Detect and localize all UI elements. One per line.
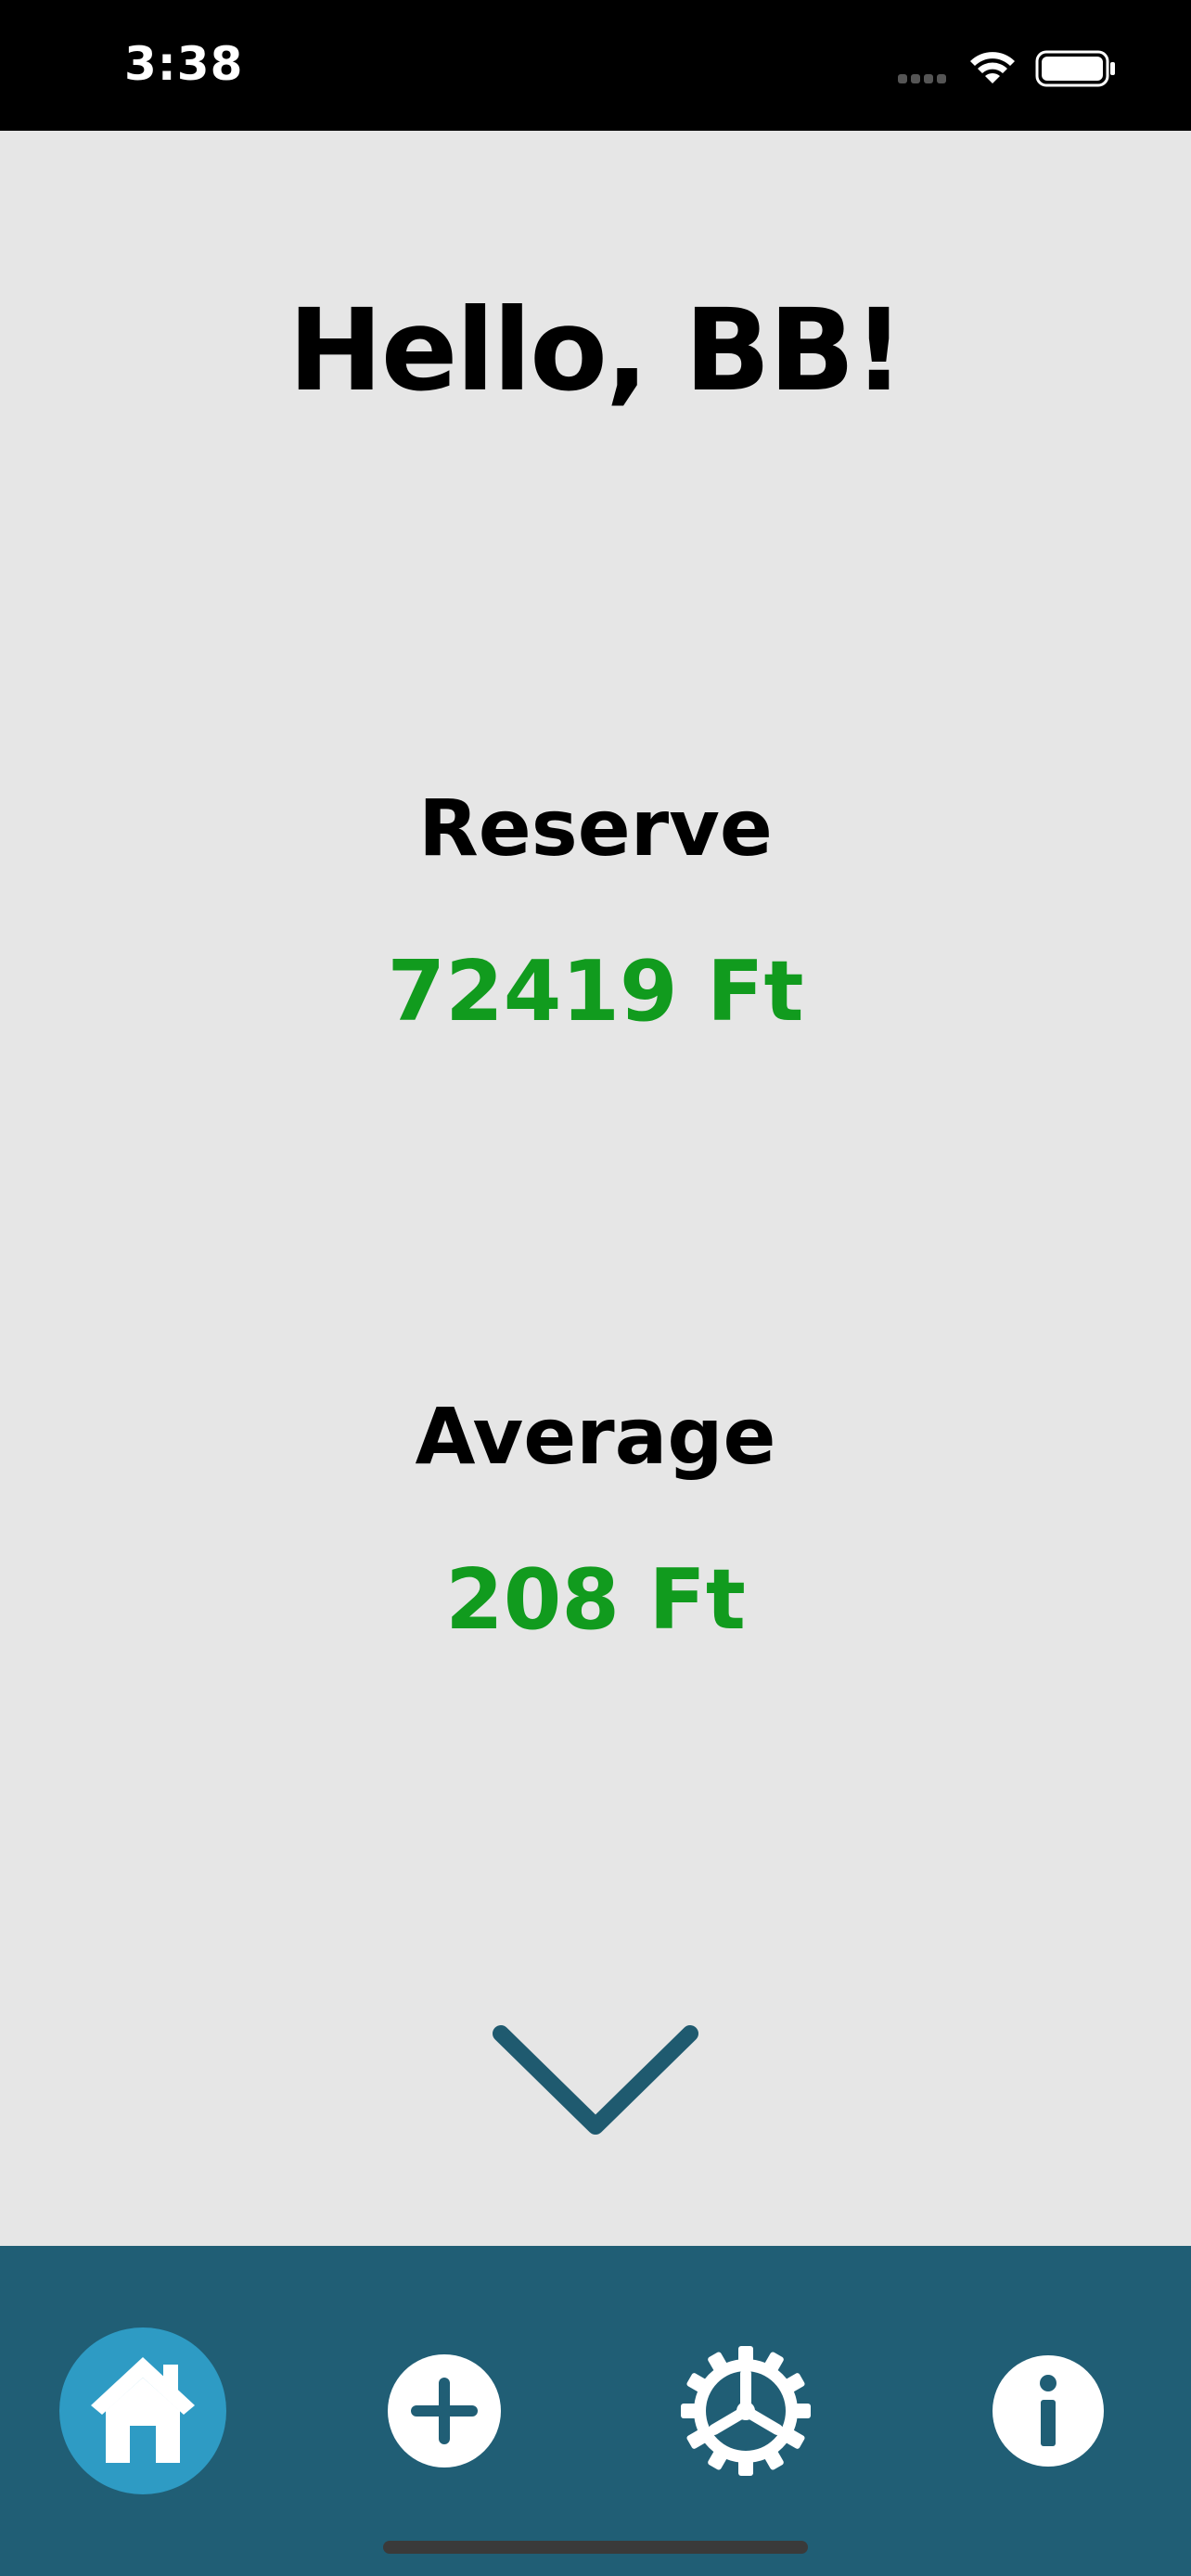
tab-add[interactable] bbox=[361, 2327, 528, 2494]
home-screen: Hello, BB! Reserve 72419 Ft Average 208 … bbox=[0, 131, 1191, 2246]
tab-info[interactable] bbox=[965, 2327, 1132, 2494]
status-icons bbox=[898, 45, 1121, 91]
tab-home[interactable] bbox=[59, 2327, 226, 2494]
gear-icon bbox=[681, 2346, 811, 2476]
chevron-down-icon[interactable] bbox=[492, 2022, 699, 2143]
tab-settings[interactable] bbox=[662, 2327, 829, 2494]
greeting-title: Hello, BB! bbox=[288, 285, 905, 416]
reserve-value: 72419 Ft bbox=[387, 943, 804, 1040]
home-indicator bbox=[383, 2541, 808, 2554]
plus-circle-icon bbox=[388, 2354, 501, 2468]
average-label: Average bbox=[415, 1391, 776, 1482]
average-value: 208 Ft bbox=[445, 1551, 746, 1649]
tab-bar bbox=[0, 2246, 1191, 2576]
reserve-label: Reserve bbox=[418, 783, 773, 874]
status-bar: 3:38 bbox=[0, 0, 1191, 131]
status-time: 3:38 bbox=[124, 37, 244, 91]
home-icon bbox=[91, 2357, 195, 2463]
wifi-icon bbox=[970, 52, 1015, 83]
info-circle-icon bbox=[992, 2355, 1104, 2467]
cellular-signal-icon bbox=[898, 74, 946, 83]
battery-icon bbox=[1035, 50, 1115, 87]
